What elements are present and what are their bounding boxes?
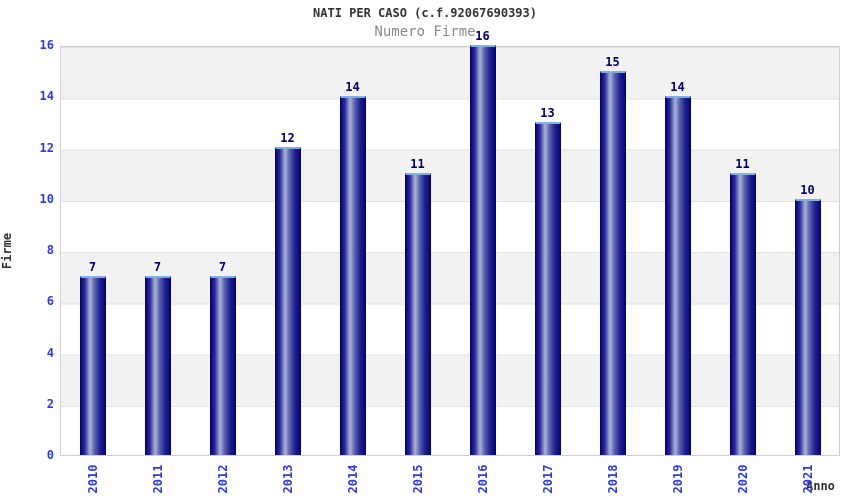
chart-title: NATI PER CASO (c.f.92067690393) — [313, 6, 537, 20]
bar-value-label: 16 — [475, 29, 490, 43]
bar-value-label: 11 — [735, 157, 750, 171]
x-axis-tick-label: 2012 — [215, 464, 230, 494]
bar — [534, 122, 561, 455]
bar — [404, 173, 431, 455]
y-axis-tick-label: 16 — [39, 38, 54, 52]
bar — [664, 96, 691, 455]
y-axis-tick-label: 4 — [46, 345, 54, 360]
bar-value-label: 14 — [345, 80, 360, 94]
y-axis-title: Firme — [0, 232, 14, 270]
bar — [274, 147, 301, 455]
y-axis-tick-label: 14 — [39, 89, 54, 104]
bar — [209, 276, 236, 455]
bar-value-label: 15 — [605, 55, 620, 69]
x-axis-tick-label: 2020 — [735, 464, 750, 494]
y-axis-tick-label: 10 — [39, 191, 54, 206]
x-axis-tick-label: 2015 — [410, 464, 425, 494]
x-axis-tick-label: 2016 — [475, 464, 490, 494]
x-axis-tick-label: 2019 — [670, 464, 685, 494]
x-axis-tick-label: 2018 — [605, 464, 620, 494]
bar-value-label: 7 — [153, 260, 162, 274]
x-axis-tick-label: 2017 — [540, 464, 555, 494]
bar — [729, 173, 756, 455]
bar — [469, 45, 496, 455]
y-axis-tick-label: 0 — [46, 448, 54, 462]
bar-value-label: 10 — [800, 183, 815, 197]
bar-value-label: 12 — [280, 131, 295, 145]
x-axis-title: Anno — [806, 479, 835, 493]
y-axis-tick-label: 8 — [46, 243, 54, 257]
plot-area: 7 7 7 12 14 11 16 13 15 14 11 10 — [60, 29, 840, 456]
bar-value-label: 11 — [410, 157, 425, 171]
bar-value-label: 7 — [218, 260, 227, 274]
bar — [339, 96, 366, 455]
y-axis-tick-label: 2 — [46, 396, 54, 411]
x-axis-tick-label: 2010 — [85, 464, 100, 494]
chart-subtitle: Numero Firme — [374, 24, 476, 40]
bar-value-label: 7 — [88, 260, 97, 274]
x-axis-tick-label: 2014 — [345, 464, 360, 494]
bar-value-label: 14 — [670, 80, 685, 94]
bar — [794, 199, 821, 455]
y-axis-tick-label: 6 — [46, 294, 54, 309]
x-axis-tick-label: 2021 — [800, 464, 815, 494]
x-axis-tick-label: 2013 — [280, 464, 295, 494]
bar — [144, 276, 171, 455]
y-axis-tick-label: 12 — [39, 140, 54, 155]
bar — [599, 71, 626, 455]
bar-value-label: 13 — [540, 106, 555, 120]
bar — [79, 276, 106, 455]
x-axis-tick-label: 2011 — [150, 464, 165, 494]
